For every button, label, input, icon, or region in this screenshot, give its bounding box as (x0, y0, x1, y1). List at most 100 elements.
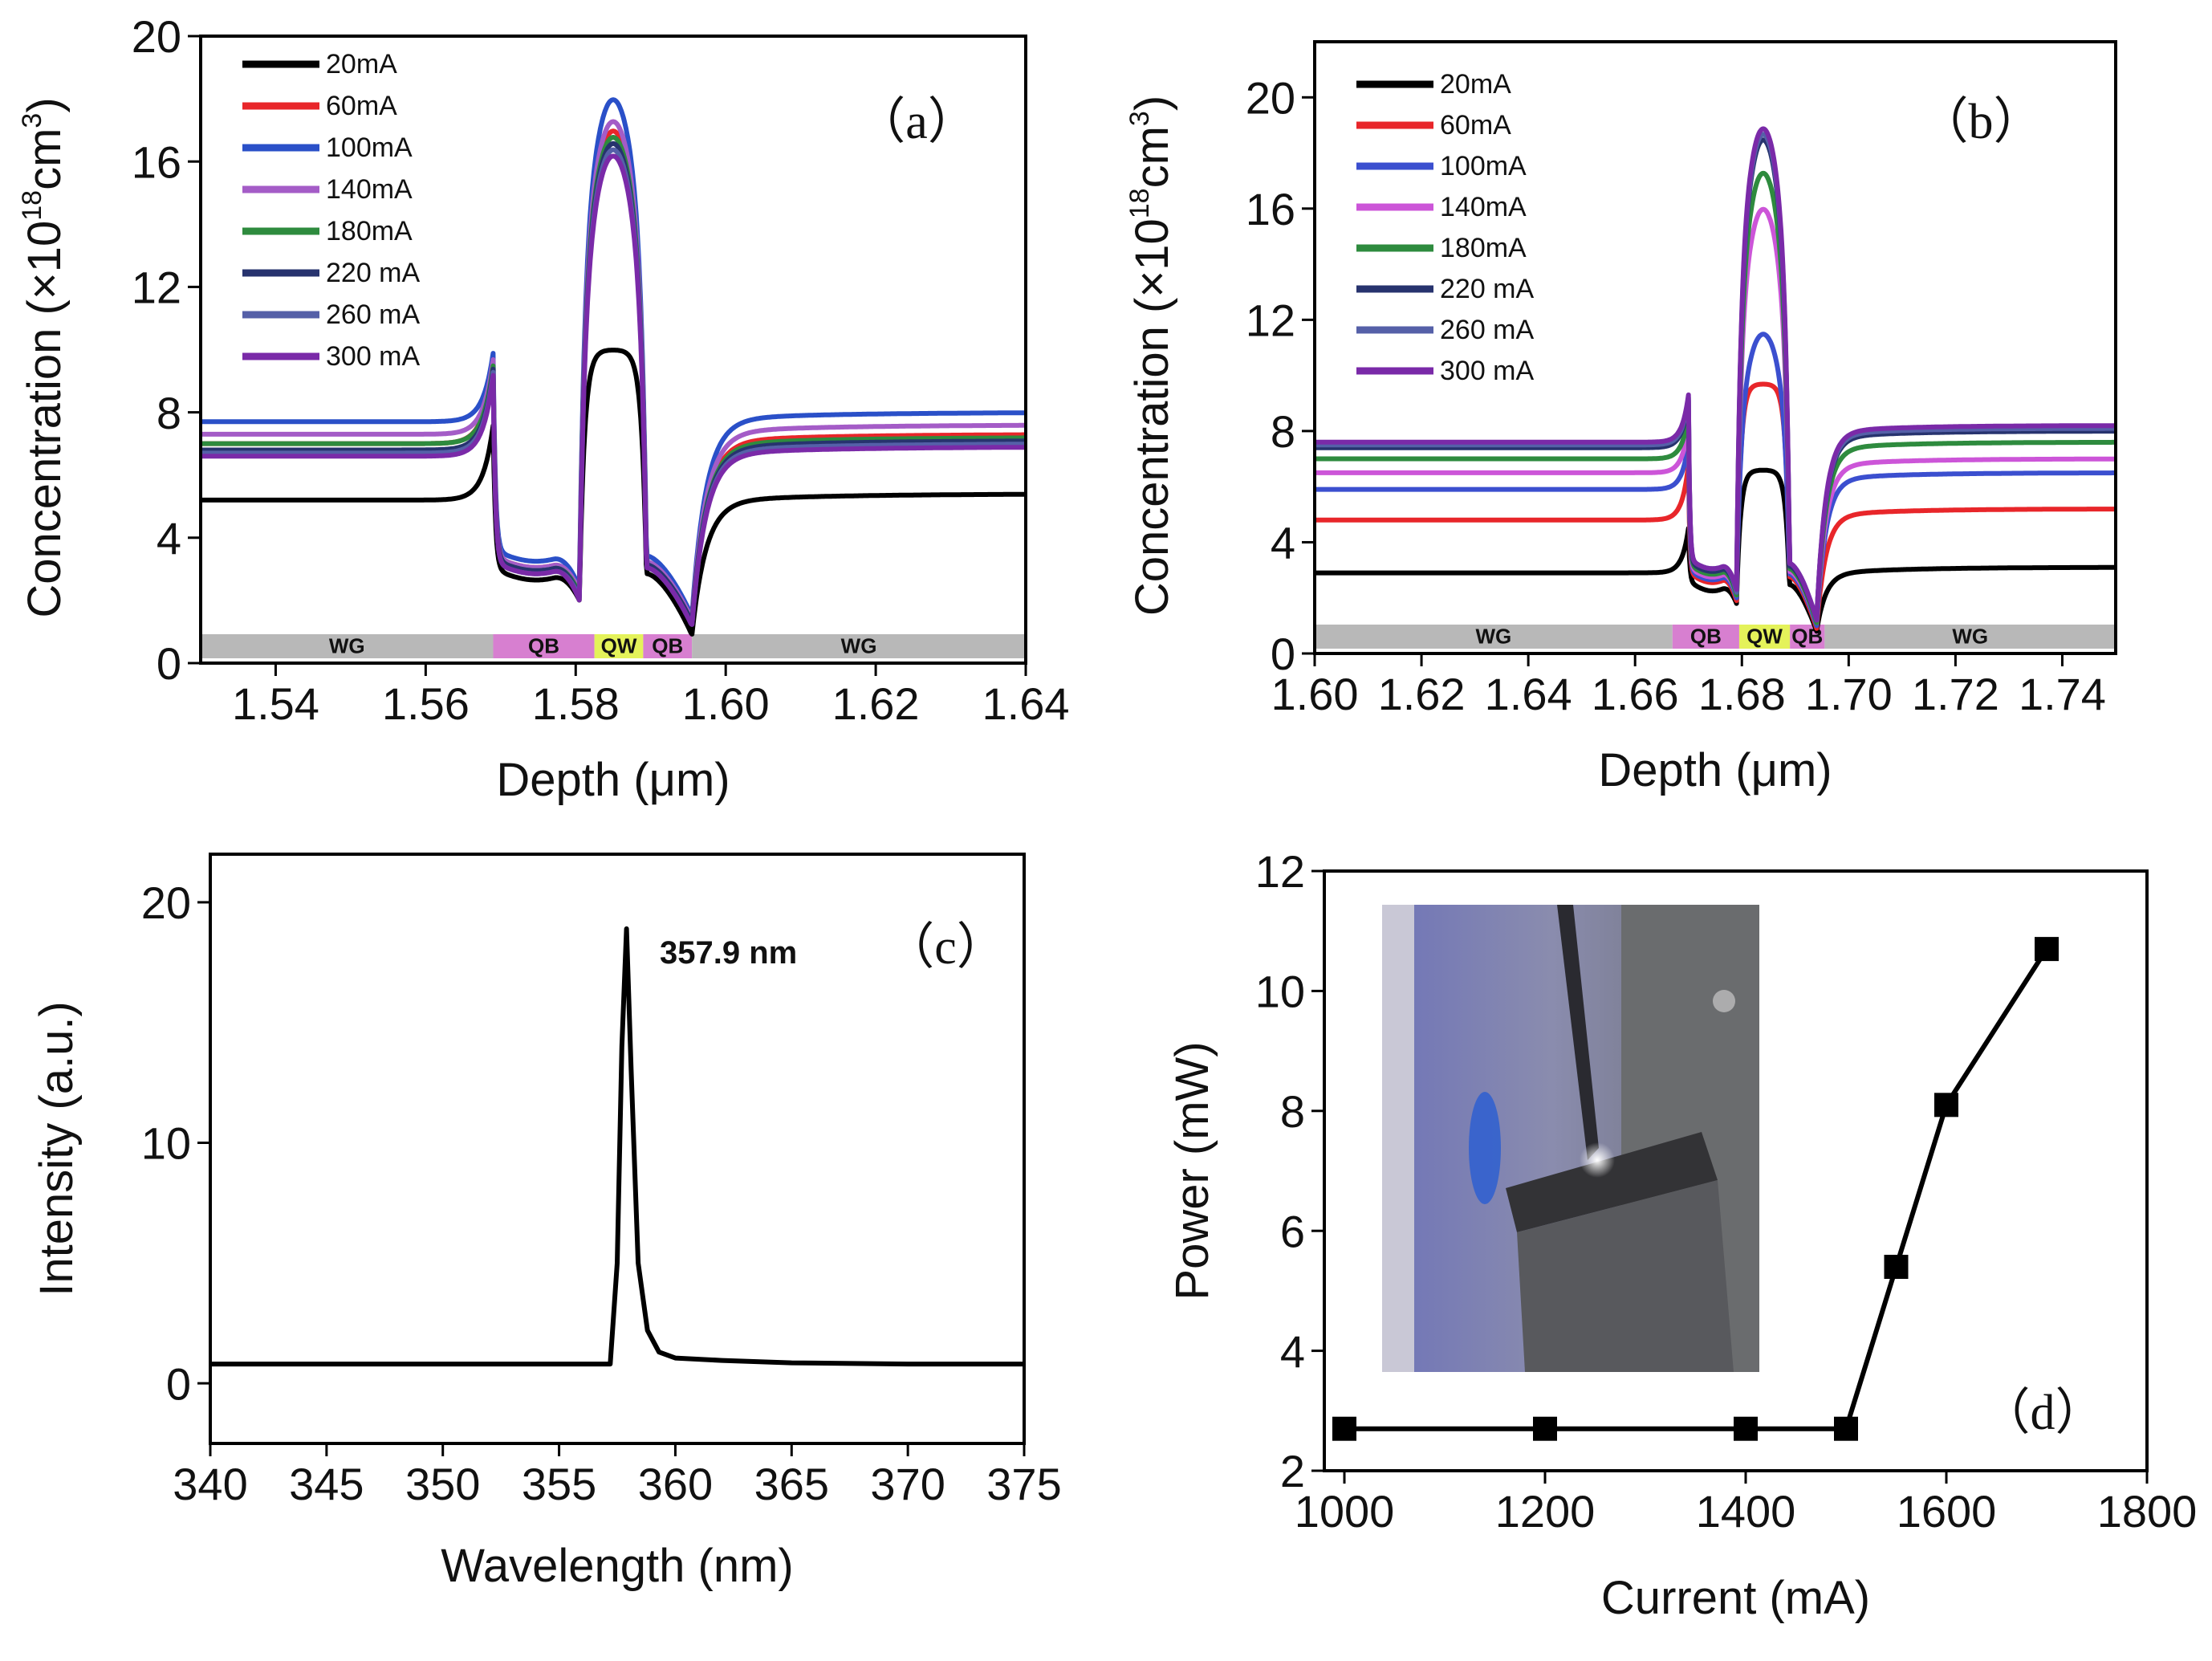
y-axis-label: Intensity (a.u.) (30, 1001, 83, 1296)
y-tick-label: 8 (157, 388, 181, 438)
series-line-220ma (1313, 137, 2117, 623)
region-bar-wg (201, 634, 494, 658)
region-bar-qb (643, 634, 693, 658)
y-axis-label-part: 18 (1124, 188, 1155, 218)
y-tick-label: 2 (1280, 1446, 1305, 1496)
y-axis-label-part: cm (1126, 126, 1178, 188)
x-tick-label: 355 (522, 1459, 596, 1509)
series-line-180ma (1313, 170, 2117, 625)
series-line-300ma (1313, 126, 2117, 623)
region-bar-qw (594, 634, 644, 658)
data-point-marker (1934, 1093, 1958, 1118)
plot-frame (209, 853, 1026, 1445)
y-tick-label: 0 (166, 1358, 191, 1409)
y-axis-label-part: ) (1126, 96, 1178, 111)
series-line-20ma (199, 348, 1027, 637)
y-axis-label-part: Concentration (×10 (1126, 218, 1178, 616)
panel-label: （b） (1918, 95, 2043, 149)
y-tick-label: 4 (157, 513, 181, 564)
photo-chip-mount (1517, 1180, 1734, 1372)
plot-frame (1323, 869, 2149, 1472)
plot-frame (1313, 40, 2117, 655)
y-tick-label: 20 (132, 11, 181, 62)
legend-label: 220 mA (326, 258, 420, 288)
x-tick-label: 1.58 (532, 678, 620, 729)
x-tick-label: 1.64 (982, 678, 1070, 729)
legend-label: 260 mA (1440, 315, 1534, 345)
y-axis-label: Concentration (×1018cm3) (1124, 96, 1178, 616)
y-axis-label: Power (mW) (1166, 1041, 1218, 1300)
x-tick-label: 345 (289, 1459, 364, 1509)
inset-photo (1382, 905, 1759, 1372)
legend-label: 300 mA (326, 341, 420, 372)
x-tick-label: 1.66 (1592, 669, 1679, 719)
x-tick-label: 1200 (1495, 1486, 1596, 1537)
panel-a: WG QB QW QB WG 1.54 1.56 1.58 1.60 1.62 1.64 0 4 8 12 1… (17, 11, 1070, 806)
region-label: WG (1476, 624, 1512, 648)
legend-label: 20mA (326, 49, 397, 79)
region-bar-wg (1824, 625, 2116, 649)
x-tick-label: 1.64 (1485, 669, 1572, 719)
data-point-marker (1834, 1416, 1858, 1441)
y-tick-label: 12 (132, 263, 181, 313)
series-line-220ma (199, 140, 1027, 624)
x-tick-label: 1600 (1897, 1486, 1997, 1537)
peak-annotation: 357.9 nm (660, 935, 797, 971)
y-tick-label: 0 (157, 638, 181, 689)
data-point-marker (1734, 1416, 1758, 1441)
x-tick-label: 1.62 (1378, 669, 1466, 719)
series-line-180ma (199, 135, 1027, 624)
legend-label: 300 mA (1440, 356, 1534, 386)
x-tick-label: 360 (638, 1459, 713, 1509)
series-line-300ma (199, 153, 1027, 627)
x-axis-label: Wavelength (nm) (441, 1540, 793, 1592)
region-bar-qb (493, 634, 595, 658)
x-tick-label: 1400 (1696, 1486, 1796, 1537)
region-bar-qb (1672, 625, 1739, 649)
x-axis-label: Depth (μm) (1598, 744, 1832, 796)
y-tick-label: 6 (1280, 1206, 1305, 1256)
y-axis-label-part: Concentration (×10 (18, 221, 71, 618)
y-axis-label-part: 18 (17, 190, 47, 221)
legend-label: 220 mA (1440, 274, 1534, 304)
x-axis-label: Depth (μm) (496, 754, 730, 806)
photo-left-wall (1382, 905, 1414, 1372)
y-tick-label: 10 (141, 1118, 191, 1169)
x-tick-label: 1.56 (382, 678, 470, 729)
panel-d: 1000 1200 1400 1600 1800 2 4 6 8 10 12 （d） Current (… (1166, 846, 2197, 1624)
legend-label: 60mA (326, 91, 397, 121)
photo-blue-emission (1469, 1092, 1501, 1204)
data-point-marker (1332, 1416, 1356, 1441)
x-tick-label: 1.62 (832, 678, 920, 729)
y-tick-label: 12 (1246, 295, 1295, 346)
x-tick-label: 365 (754, 1459, 829, 1509)
region-label: QB (652, 633, 683, 657)
x-tick-label: 1.54 (232, 678, 319, 729)
x-tick-label: 1.70 (1805, 669, 1893, 719)
x-tick-label: 375 (986, 1459, 1061, 1509)
photo-emission-spot (1580, 1142, 1615, 1178)
region-label: WG (1952, 624, 1988, 648)
y-tick-label: 20 (1246, 72, 1295, 123)
spectrum-line (210, 926, 1024, 1367)
data-point-marker (2035, 937, 2059, 962)
y-tick-label: 20 (141, 877, 191, 928)
series-line-140ma (1313, 206, 2117, 625)
series-line-260ma (1313, 132, 2117, 623)
region-label: QW (1746, 624, 1783, 648)
y-axis-label-part: 3 (1124, 111, 1155, 126)
photo-chip-top (1506, 1132, 1718, 1232)
y-axis-label-part: ) (18, 97, 71, 112)
y-axis-label: Concentration (×1018cm3) (17, 97, 71, 617)
series-line-60ma (199, 128, 1027, 624)
region-bar-qw (1738, 625, 1791, 649)
x-tick-label: 1.68 (1698, 669, 1786, 719)
region-label: QW (601, 633, 637, 657)
x-tick-label: 340 (173, 1459, 247, 1509)
plot-frame (199, 35, 1027, 665)
legend: 20mA 60mA 100mA 140mA 180mA 220 mA 260 mA 300 m… (1356, 69, 1534, 386)
legend: 20mA 60mA 100mA 140mA 180mA 220 mA 260 mA 300 m… (242, 49, 420, 372)
legend-label: 100mA (1440, 151, 1527, 181)
